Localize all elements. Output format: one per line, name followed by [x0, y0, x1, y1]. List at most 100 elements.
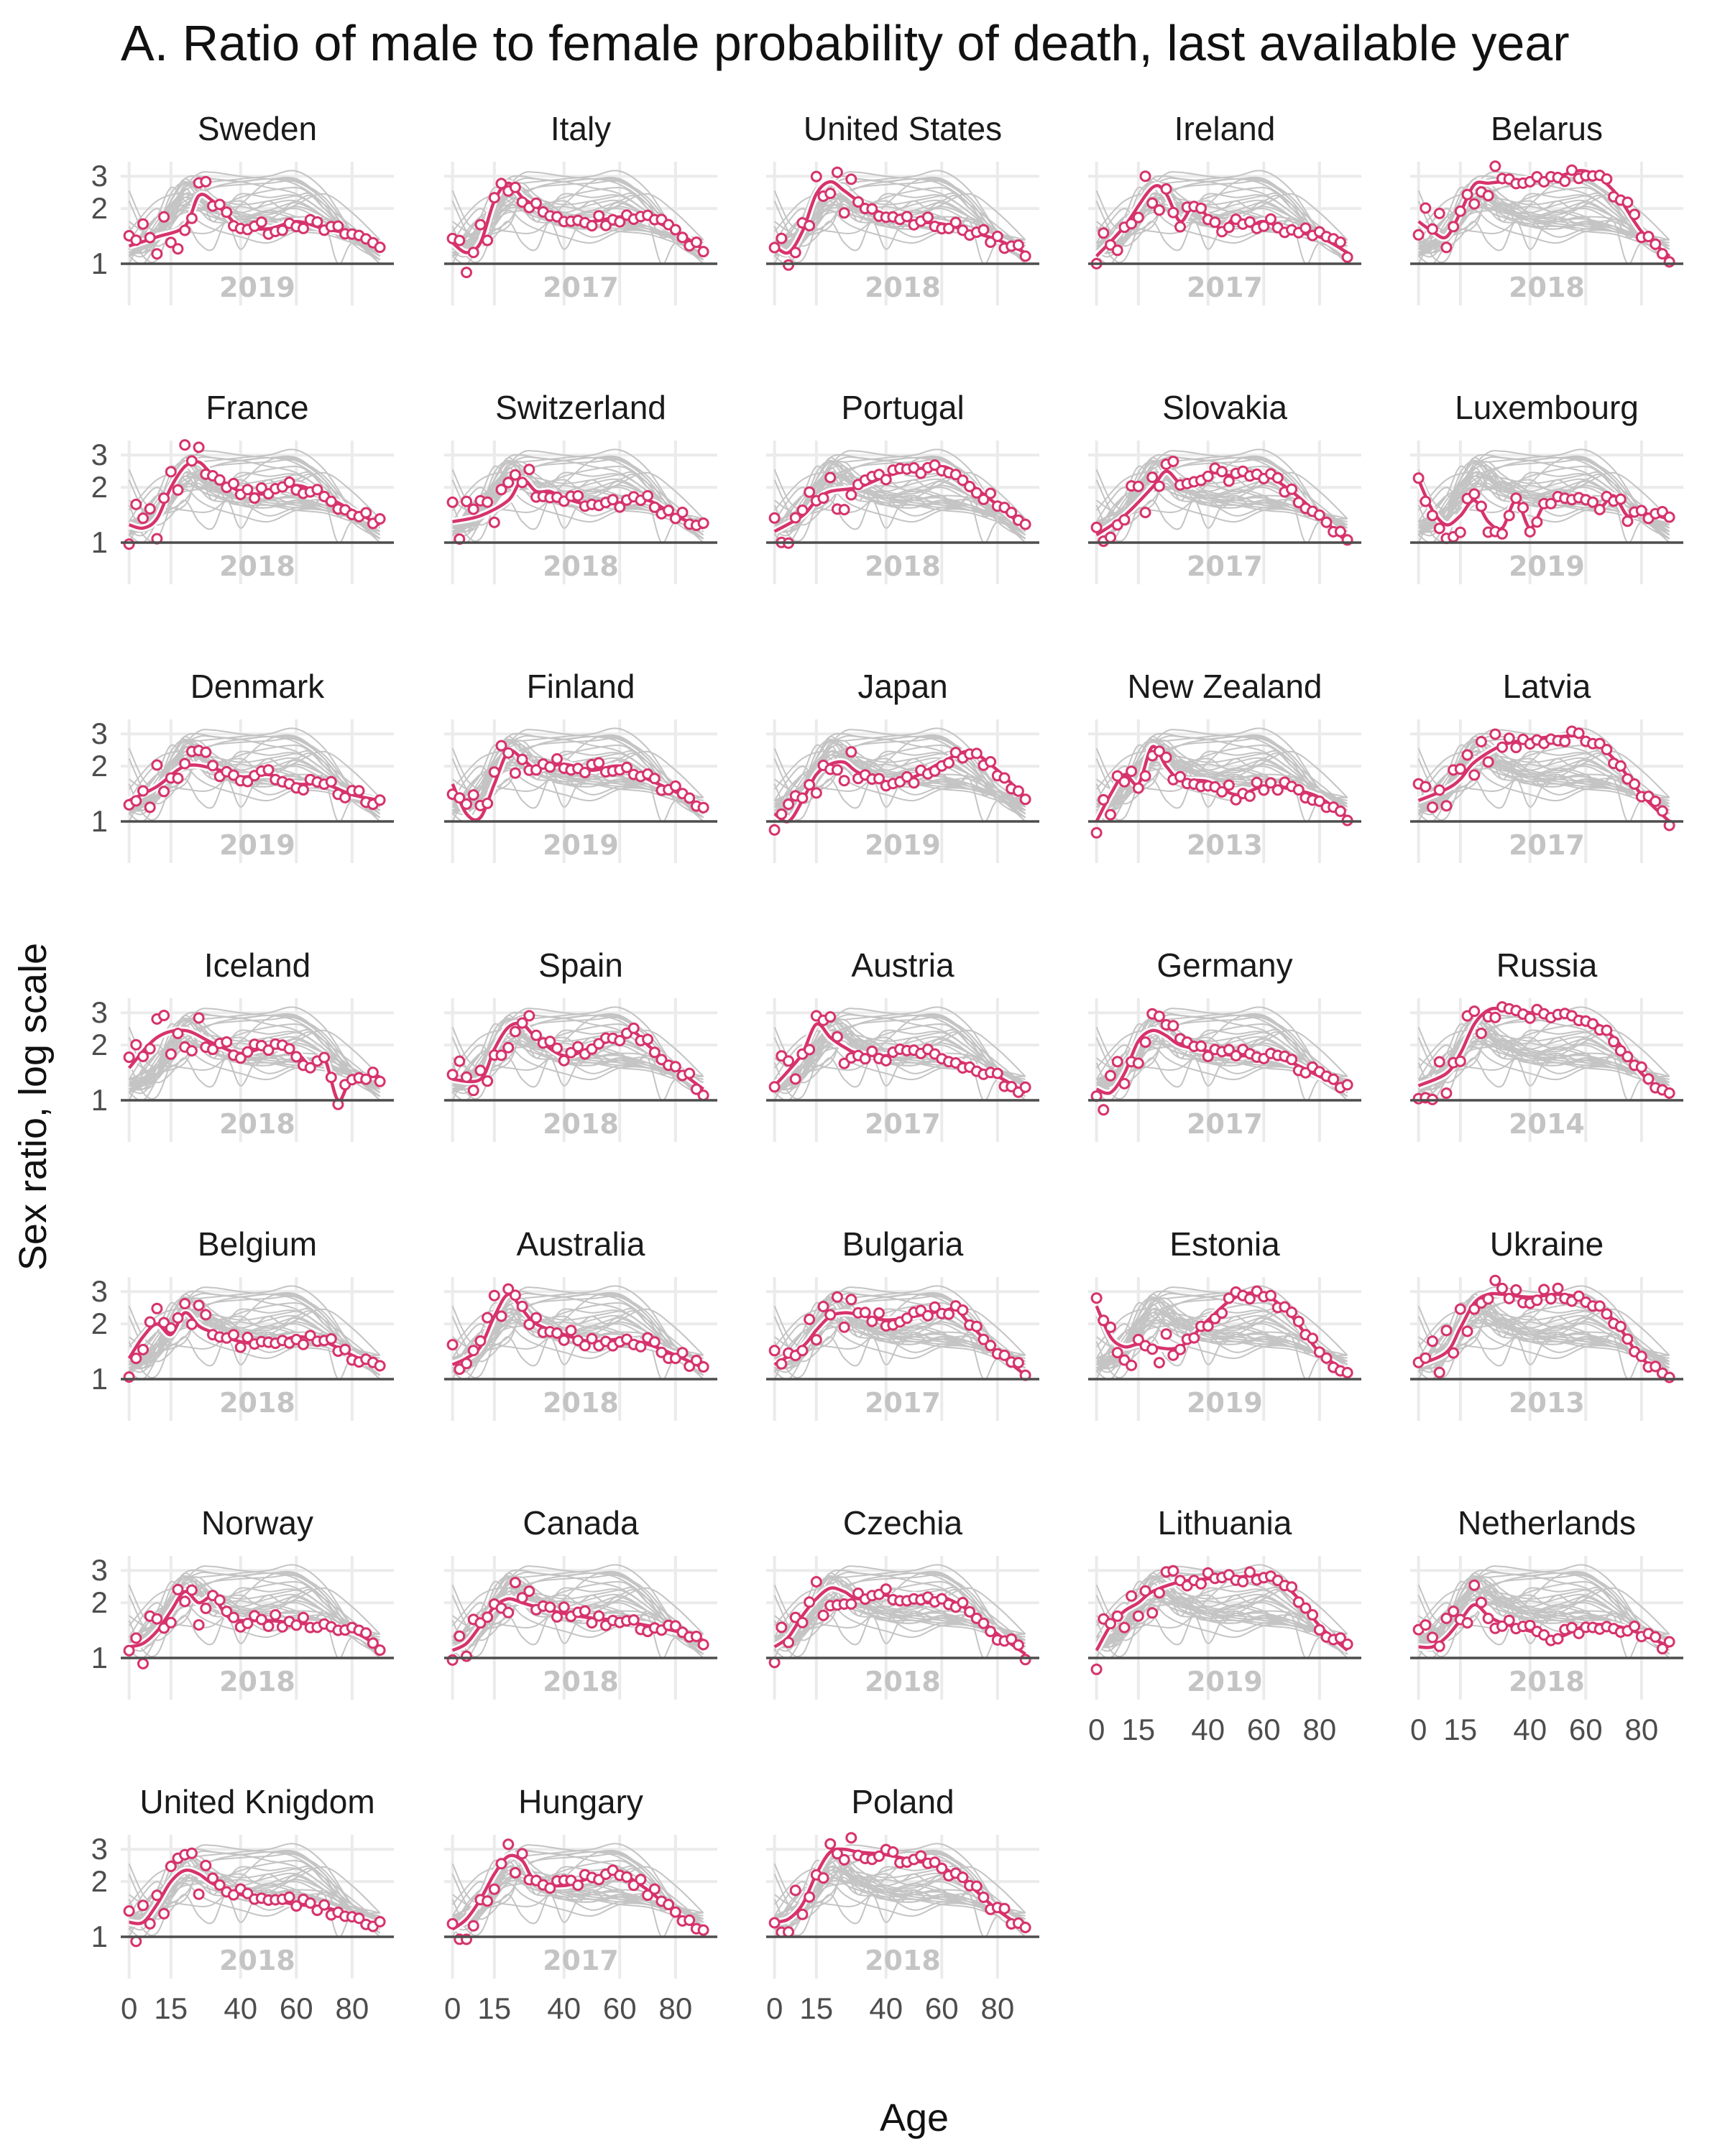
observed-point	[318, 1899, 331, 1911]
observed-point	[1243, 1566, 1256, 1578]
observed-point	[1292, 1315, 1305, 1327]
observed-point	[1012, 239, 1024, 251]
observed-point	[1461, 1617, 1473, 1629]
observed-point	[283, 1891, 295, 1903]
observed-point	[1216, 1307, 1228, 1319]
facet-year-belarus: 2018	[1509, 272, 1585, 303]
observed-point	[1153, 745, 1165, 757]
observed-point	[495, 1310, 507, 1322]
observed-point	[1334, 525, 1346, 538]
observed-point	[151, 1889, 163, 1902]
background-line-estonia	[451, 734, 704, 815]
observed-point	[207, 1044, 218, 1056]
facet-title-switzerland: Switzerland	[495, 389, 666, 426]
background-line-lithuania	[1417, 459, 1670, 536]
observed-point	[304, 1330, 316, 1342]
observed-point	[482, 1075, 494, 1087]
observed-point	[144, 1917, 156, 1930]
background-line-lithuania	[128, 180, 381, 257]
observed-point	[1587, 1018, 1598, 1030]
observed-point	[262, 1620, 275, 1632]
observed-point	[1468, 1303, 1481, 1315]
facet-title-belgium: Belgium	[198, 1225, 317, 1263]
facet-title-slovakia: Slovakia	[1162, 389, 1287, 426]
facet-title-united-knigdom: United Knigdom	[139, 1783, 374, 1820]
observed-point	[1433, 208, 1445, 219]
observed-point	[1126, 1590, 1138, 1602]
observed-point	[1559, 175, 1571, 188]
observed-point	[586, 1617, 598, 1629]
observed-point	[298, 784, 309, 796]
observed-point	[130, 1632, 142, 1644]
observed-point	[635, 1874, 647, 1886]
observed-point	[165, 1322, 177, 1334]
x-tick-label: 0	[444, 1991, 461, 2025]
observed-point	[1601, 744, 1613, 755]
observed-point	[172, 1312, 184, 1324]
observed-point	[796, 505, 809, 516]
observed-point	[158, 786, 170, 798]
observed-point	[530, 197, 542, 209]
observed-point	[1307, 1332, 1319, 1345]
background-line-belgium	[773, 1590, 1026, 1648]
observed-point	[1433, 522, 1445, 535]
facet-year-russia: 2014	[1509, 1108, 1585, 1140]
observed-point	[1118, 1077, 1131, 1089]
observed-point	[697, 1361, 709, 1373]
background-line-estonia	[1417, 1570, 1670, 1651]
observed-point	[544, 1882, 556, 1894]
x-tick-label: 40	[224, 1991, 257, 2025]
observed-point	[172, 484, 184, 496]
observed-point	[298, 222, 309, 234]
x-tick-label: 0	[121, 1991, 137, 2025]
observed-point	[697, 1089, 709, 1102]
observed-point	[509, 767, 521, 779]
observed-point	[776, 1358, 788, 1370]
background-line-poland	[129, 1011, 381, 1094]
observed-point	[1635, 1350, 1647, 1363]
observed-point	[200, 1309, 212, 1321]
facet-belarus: Belarus 2018	[1410, 110, 1683, 305]
observed-point	[144, 1316, 156, 1328]
observed-point	[137, 785, 149, 797]
observed-point	[1313, 509, 1325, 521]
observed-point	[970, 747, 983, 760]
observed-point	[614, 501, 626, 513]
observed-point	[200, 175, 212, 188]
observed-point	[544, 1036, 556, 1048]
facet-plot-area	[1090, 727, 1353, 839]
y-tick-label: 1	[91, 1920, 108, 1953]
observed-point	[1146, 471, 1159, 484]
observed-point	[298, 1338, 309, 1350]
observed-point	[262, 1044, 275, 1056]
observed-point	[200, 1603, 212, 1614]
observed-point	[1461, 749, 1473, 761]
background-line-netherlands	[774, 1603, 1026, 1649]
observed-point	[1475, 1027, 1487, 1039]
facet-poland: Poland 2018 0 15 40 60 80	[766, 1783, 1039, 2025]
observed-point	[1622, 1333, 1634, 1345]
background-line-belgium	[1095, 1590, 1348, 1648]
observed-point	[1167, 1349, 1179, 1361]
background-line-lithuania	[128, 1574, 381, 1651]
observed-point	[367, 1637, 379, 1649]
observed-point	[783, 1926, 794, 1938]
observed-point	[137, 218, 149, 230]
observed-point	[789, 1884, 801, 1897]
facet-austria: Austria 2017	[766, 946, 1039, 1142]
background-line-lithuania	[1417, 1574, 1670, 1651]
facet-united-states: United States 2018	[766, 110, 1039, 305]
observed-point	[242, 1332, 254, 1343]
observed-point	[642, 489, 654, 502]
observed-point	[998, 1349, 1011, 1361]
observed-point	[1202, 470, 1214, 482]
observed-point	[804, 486, 816, 498]
background-line-lithuania	[773, 1295, 1026, 1373]
observed-point	[185, 212, 198, 224]
observed-point	[599, 219, 612, 231]
observed-point	[502, 747, 515, 759]
observed-point	[648, 1046, 661, 1059]
observed-point	[304, 1897, 316, 1909]
observed-point	[123, 1905, 135, 1917]
observed-point	[454, 792, 466, 804]
